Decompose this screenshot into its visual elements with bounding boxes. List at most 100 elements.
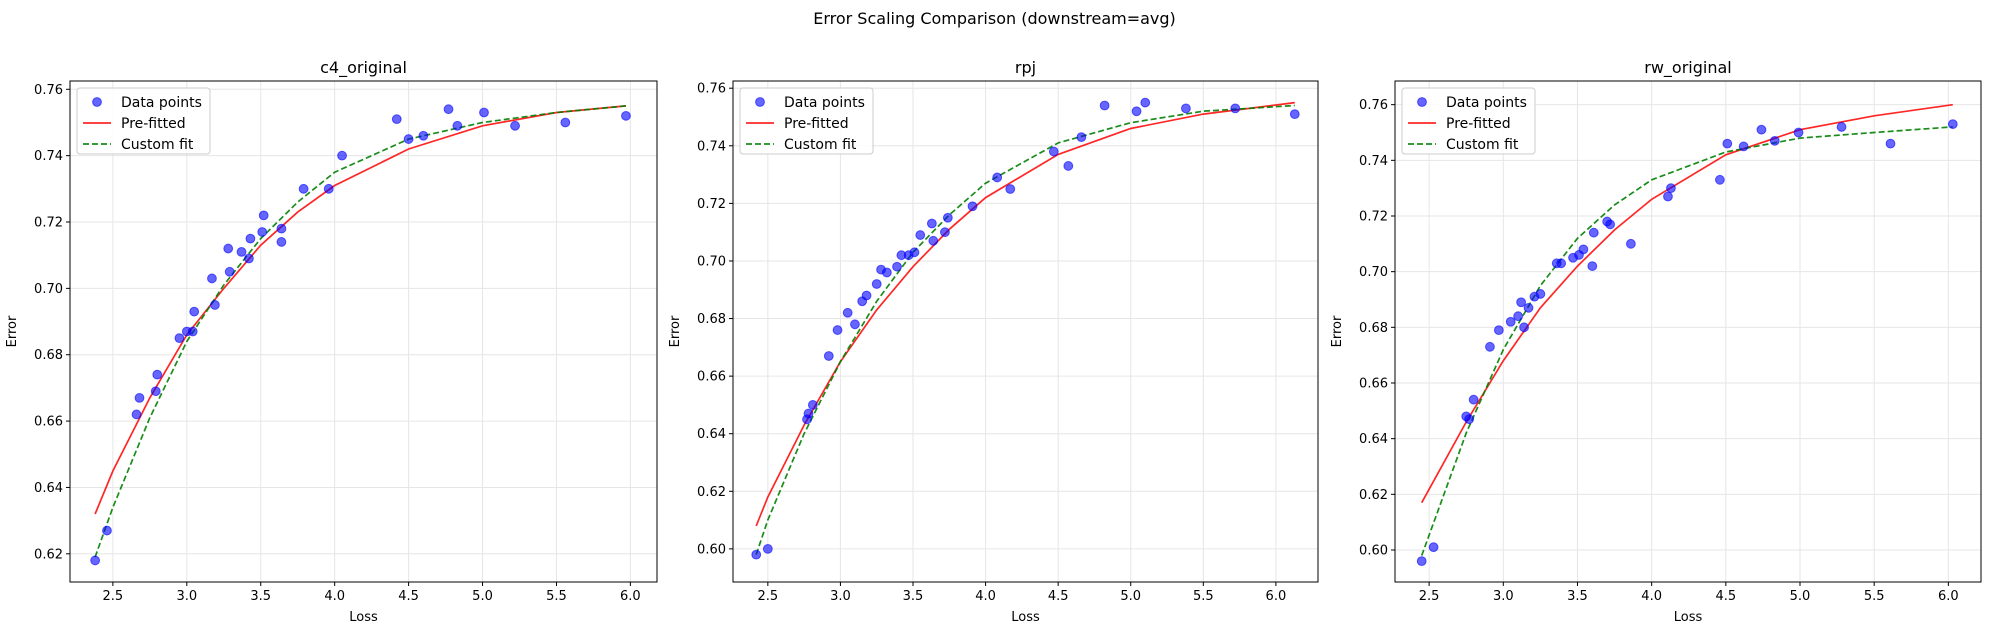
legend-label-data-points: Data points: [121, 95, 202, 111]
data-point: [187, 326, 198, 337]
pre-fitted-line: [94, 105, 626, 515]
y-tick-label: 0.74: [697, 139, 726, 154]
custom-fit-line: [1420, 126, 1953, 556]
y-tick-label: 0.66: [34, 415, 63, 430]
y-tick-label: 0.64: [34, 481, 63, 496]
x-axis-label: Loss: [1674, 610, 1703, 625]
data-point: [1587, 261, 1598, 271]
data-point: [1625, 238, 1636, 249]
data-point: [1588, 227, 1599, 238]
data-point: [1793, 127, 1804, 138]
x-tick-label: 5.0: [1120, 589, 1141, 604]
subplot-title: c4_original: [320, 58, 407, 78]
data-point: [1556, 258, 1567, 269]
data-point: [1714, 174, 1725, 185]
y-tick-label: 0.66: [697, 370, 726, 385]
data-point: [1513, 311, 1524, 322]
y-tick-label: 0.60: [1359, 543, 1388, 558]
data-point: [257, 227, 268, 237]
x-tick-label: 4.0: [324, 589, 345, 604]
data-point: [152, 369, 163, 380]
y-axis-label: Error: [5, 315, 20, 347]
data-point: [926, 218, 937, 229]
data-point: [1578, 244, 1589, 255]
y-tick-label: 0.68: [34, 348, 63, 363]
data-point: [210, 300, 220, 310]
data-point: [1076, 132, 1087, 143]
data-point: [1535, 289, 1546, 299]
data-point: [861, 290, 872, 301]
x-tick-label: 5.5: [1193, 589, 1214, 604]
y-tick-label: 0.62: [1359, 488, 1388, 503]
legend-box: [739, 87, 874, 155]
data-point: [1885, 138, 1896, 149]
data-point: [1756, 124, 1767, 135]
legend: Data points Pre-fitted Custom fit: [739, 87, 874, 155]
data-point: [850, 319, 860, 330]
y-tick-label: 0.70: [697, 254, 726, 269]
x-tick-label: 3.5: [1567, 589, 1588, 604]
pre-fitted-line: [755, 101, 1295, 527]
legend-label-custom-fit: Custom fit: [121, 137, 194, 153]
data-point: [1181, 103, 1191, 114]
data-point: [1769, 135, 1780, 146]
legend-label-data-points: Data points: [784, 95, 865, 111]
y-tick-label: 0.70: [34, 282, 63, 297]
data-point: [1005, 184, 1016, 194]
data-point: [1516, 297, 1527, 308]
data-point: [1468, 394, 1479, 405]
x-tick-label: 4.5: [398, 589, 419, 604]
data-point: [1063, 161, 1074, 171]
y-tick-label: 0.68: [1359, 321, 1388, 336]
legend: Data points Pre-fitted Custom fit: [1401, 87, 1536, 155]
legend-label-custom-fit: Custom fit: [784, 137, 857, 153]
data-point: [134, 392, 145, 403]
y-tick-label: 0.62: [697, 485, 726, 500]
x-tick-label: 5.5: [1864, 589, 1885, 604]
x-tick-label: 2.5: [757, 589, 778, 604]
data-point: [1131, 106, 1142, 117]
data-point: [1738, 141, 1749, 152]
data-point: [1485, 341, 1495, 352]
data-point: [1289, 109, 1300, 120]
data-point: [823, 351, 834, 361]
data-point: [174, 333, 185, 344]
y-tick-label: 0.70: [1359, 265, 1388, 280]
x-tick-label: 4.0: [1641, 589, 1662, 604]
y-axis-label: Error: [1330, 315, 1345, 347]
data-point: [892, 261, 902, 272]
data-point: [244, 253, 254, 264]
data-point: [245, 233, 256, 244]
data-point: [967, 201, 978, 212]
data-point: [1605, 219, 1616, 230]
y-tick-label: 0.72: [697, 197, 726, 212]
subplots: 2.5 3.0 3.5 4.0 4.5 5.0 5.5 6.0 0.62 0.64 0.66 0.68…: [5, 58, 1982, 625]
data-point: [90, 555, 101, 566]
legend-marker-points: [755, 97, 765, 107]
data-point: [621, 110, 631, 121]
data-point: [337, 150, 347, 161]
data-point: [1666, 183, 1676, 194]
y-tick-label: 0.76: [697, 82, 726, 97]
legend-marker-points: [1417, 97, 1427, 107]
x-axis-label: Loss: [1011, 610, 1040, 625]
data-point: [223, 243, 234, 254]
data-point: [751, 549, 762, 560]
legend-box: [76, 87, 211, 155]
x-tick-label: 3.5: [250, 589, 271, 604]
data-point: [807, 400, 818, 410]
y-tick-label: 0.60: [697, 542, 726, 557]
y-tick-label: 0.76: [1359, 98, 1388, 113]
subplot-rw-original: 2.5 3.0 3.5 4.0 4.5 5.0 5.5 6.0 0.60 0.62 0.64 0.66…: [1330, 58, 1982, 625]
figure-title: Error Scaling Comparison (downstream=avg…: [813, 9, 1176, 28]
y-tick-label: 0.72: [1359, 209, 1388, 224]
data-point: [298, 183, 309, 194]
data-point: [403, 134, 414, 144]
y-tick-label: 0.62: [34, 547, 63, 562]
x-tick-label: 2.5: [1419, 589, 1440, 604]
custom-fit-line: [94, 105, 626, 558]
x-tick-label: 3.0: [830, 589, 851, 604]
x-tick-label: 4.5: [1048, 589, 1069, 604]
x-tick-label: 6.0: [1938, 589, 1959, 604]
